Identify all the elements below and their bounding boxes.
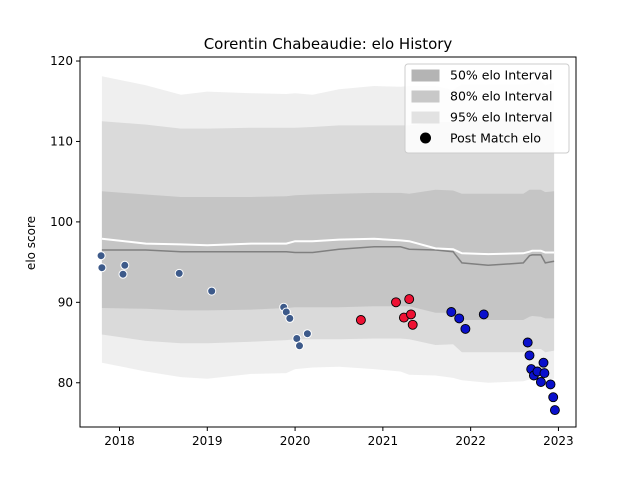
- chart-title: Corentin Chabeaudie: elo History: [204, 35, 453, 53]
- data-point-21: [460, 323, 471, 334]
- data-point-3: [118, 269, 128, 279]
- y-axis-label: elo score: [24, 216, 38, 270]
- y-tick-label: 80: [58, 376, 73, 390]
- data-point-2: [97, 263, 107, 273]
- x-tick-label: 2020: [280, 434, 311, 448]
- data-point-1: [96, 251, 106, 261]
- y-tick-label: 100: [50, 215, 73, 229]
- legend-box: [404, 63, 570, 154]
- data-point-19: [446, 307, 457, 317]
- legend-swatch: [411, 69, 440, 82]
- mean-elo-line: [101, 246, 555, 267]
- data-point-4: [120, 260, 130, 270]
- data-point-33: [549, 405, 560, 416]
- data-point-23: [522, 337, 533, 348]
- data-point-31: [545, 379, 556, 390]
- legend-swatch: [411, 90, 440, 103]
- data-point-6: [207, 286, 217, 296]
- y-axis: 80 90 100 110 120: [50, 54, 80, 390]
- data-point-28: [535, 377, 546, 387]
- data-point-22: [478, 309, 489, 320]
- x-axis: 2018 2019 2020 2021 2022 2023: [104, 427, 574, 448]
- x-tick-label: 2018: [104, 434, 135, 448]
- legend-marker: [420, 132, 431, 144]
- data-point-20: [454, 313, 465, 324]
- x-tick-label: 2022: [455, 434, 486, 448]
- data-point-14: [391, 297, 401, 308]
- y-tick-label: 110: [50, 134, 73, 148]
- x-tick-label: 2023: [543, 434, 574, 448]
- post-match-points: [96, 251, 560, 416]
- expected-elo-line: [101, 237, 555, 256]
- data-point-12: [302, 329, 312, 339]
- y-tick-label: 120: [50, 54, 73, 68]
- data-point-10: [292, 334, 302, 343]
- data-point-17: [406, 309, 416, 320]
- data-point-9: [285, 313, 295, 323]
- legend-swatch: [411, 111, 440, 124]
- plot-frame: [79, 56, 577, 428]
- legend: 50% elo Interval 80% elo Interval 95% elo …: [404, 63, 570, 154]
- band-50: [101, 189, 555, 320]
- mean-lines: [101, 237, 555, 267]
- data-point-13: [355, 315, 366, 325]
- data-point-32: [548, 392, 559, 403]
- data-point-11: [295, 341, 304, 351]
- data-point-18: [407, 319, 418, 330]
- data-point-30: [539, 368, 550, 379]
- legend-label: 95% elo Interval: [450, 110, 552, 125]
- y-tick-label: 90: [58, 295, 73, 309]
- data-point-24: [524, 350, 535, 361]
- legend-label: Post Match elo: [450, 131, 541, 146]
- data-point-16: [404, 294, 415, 305]
- legend-label: 50% elo Interval: [450, 68, 552, 83]
- legend-label: 80% elo Interval: [450, 89, 552, 104]
- x-tick-label: 2021: [368, 434, 399, 448]
- data-point-29: [538, 357, 549, 368]
- x-tick-label: 2019: [192, 434, 223, 448]
- data-point-5: [174, 268, 184, 278]
